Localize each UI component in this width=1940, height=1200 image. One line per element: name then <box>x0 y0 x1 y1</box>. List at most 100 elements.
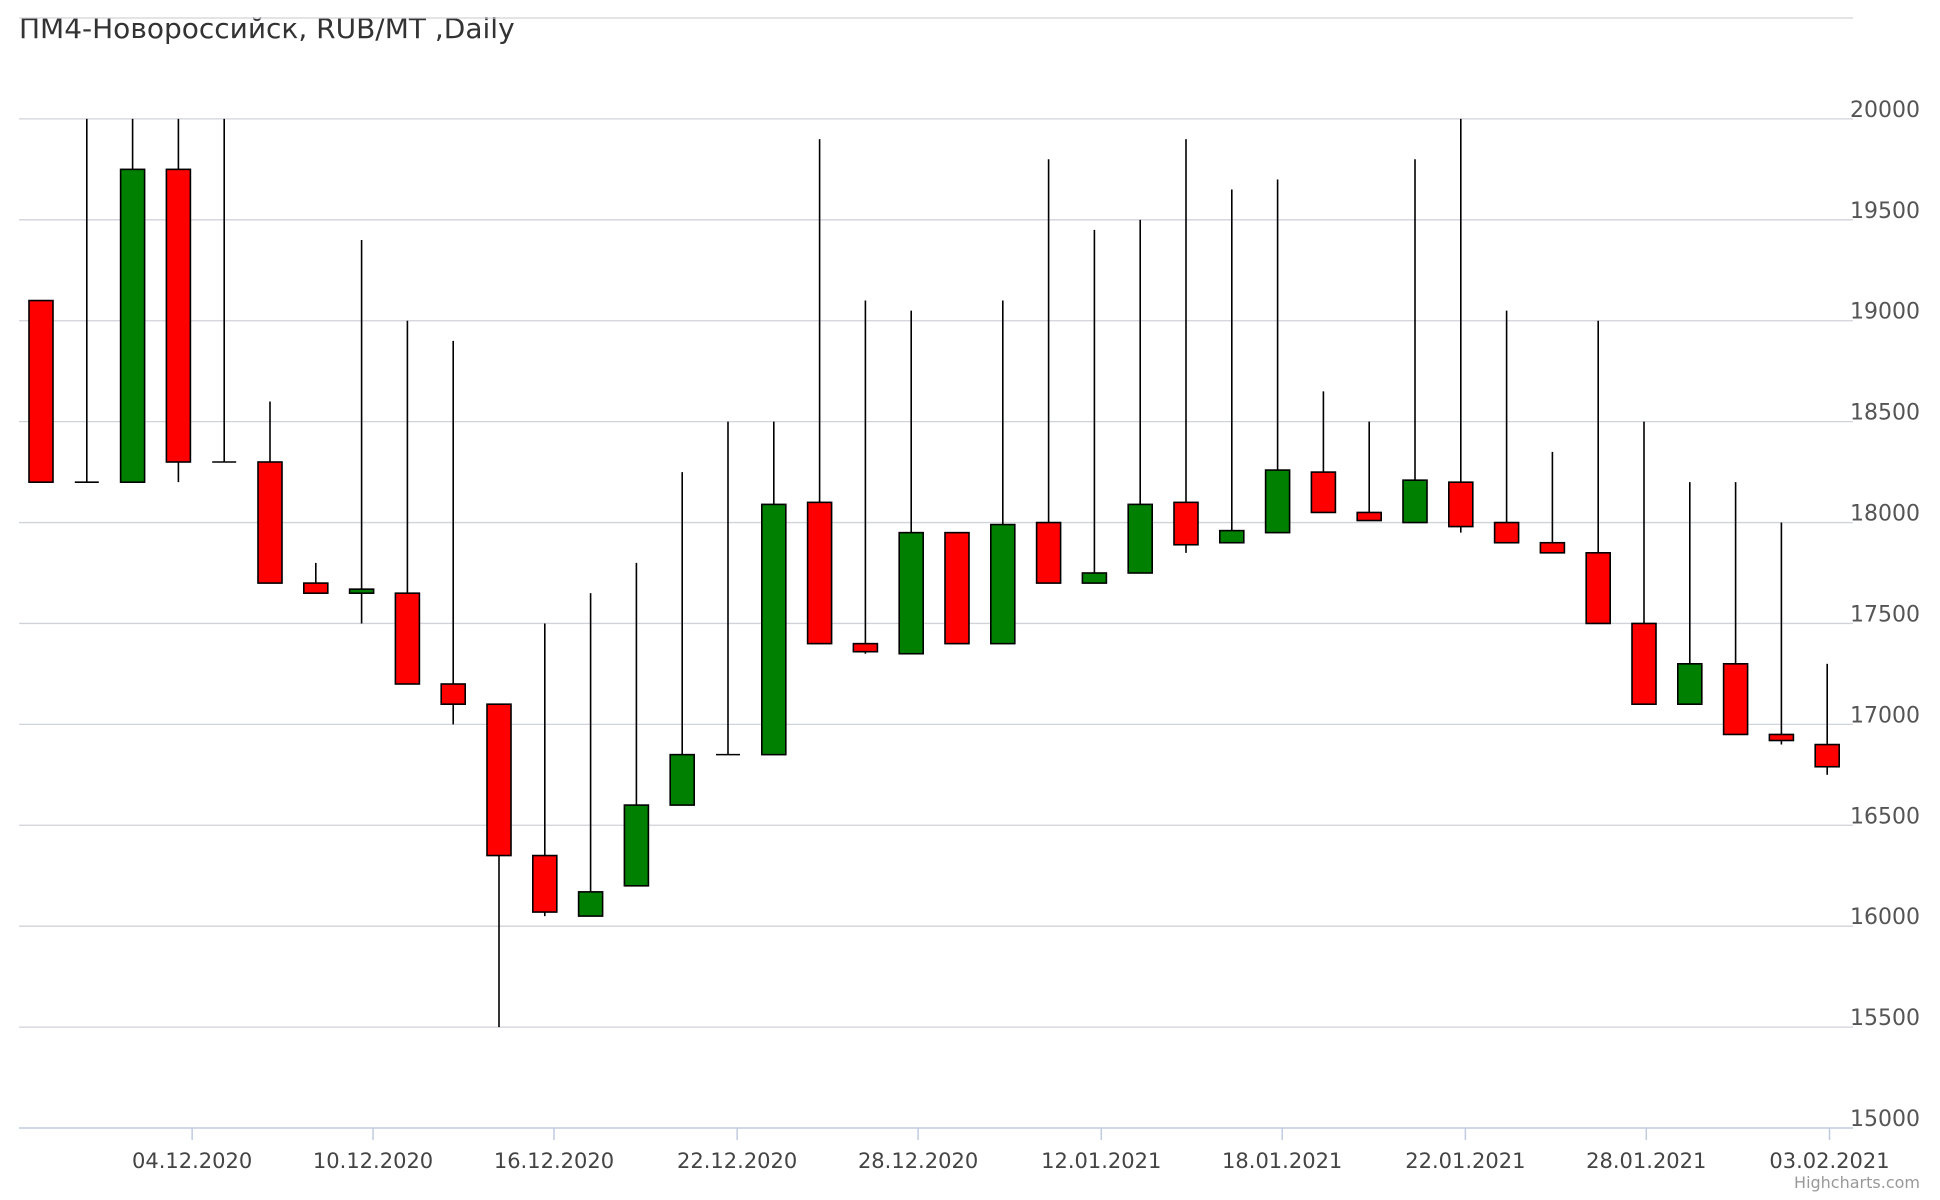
candle-body <box>944 531 970 645</box>
candle[interactable] <box>1173 139 1199 553</box>
candle-body <box>1310 471 1337 514</box>
x-tick-label: 16.12.2020 <box>494 1149 614 1173</box>
candle[interactable] <box>302 562 329 594</box>
x-tick-label: 28.12.2020 <box>858 1149 978 1173</box>
candle[interactable] <box>1127 219 1153 574</box>
candle[interactable] <box>119 118 146 483</box>
candle-body <box>1264 469 1291 534</box>
y-axis: 15000 15500 16000 16500 17000 17500 18000 18500… <box>1850 98 1920 1132</box>
candle[interactable] <box>1402 159 1428 524</box>
candle[interactable] <box>1814 663 1840 775</box>
x-tick-label: 22.12.2020 <box>677 1149 797 1173</box>
candle-body <box>1402 479 1428 524</box>
y-tick-label: 15000 <box>1850 1107 1920 1132</box>
candle-body <box>852 642 879 653</box>
candle[interactable] <box>989 300 1016 645</box>
candle[interactable] <box>852 300 879 654</box>
candle-body <box>1722 663 1749 736</box>
candle[interactable] <box>1722 482 1749 736</box>
candle-body <box>989 523 1016 645</box>
candle[interactable] <box>1448 118 1474 533</box>
candle[interactable] <box>1539 451 1566 554</box>
candle-body <box>28 299 54 483</box>
candle-body <box>1035 521 1062 584</box>
x-tick-label: 18.01.2021 <box>1222 1149 1342 1173</box>
candle[interactable] <box>257 401 283 584</box>
grid-lines <box>19 17 1853 1028</box>
candle[interactable] <box>486 703 512 1028</box>
y-tick-label: 17000 <box>1850 703 1920 728</box>
candle-body <box>898 531 925 655</box>
candle[interactable] <box>577 593 604 917</box>
candle[interactable] <box>1264 179 1291 534</box>
y-tick-label: 19000 <box>1850 300 1920 325</box>
candle[interactable] <box>898 310 925 655</box>
x-tick-label: 22.01.2021 <box>1405 1149 1525 1173</box>
candle[interactable] <box>440 340 467 725</box>
candle[interactable] <box>394 320 421 685</box>
x-axis: 04.12.2020 10.12.2020 16.12.2020 22.12.2020… <box>19 1127 1890 1173</box>
y-tick-label: 18500 <box>1850 401 1920 426</box>
candle[interactable] <box>716 421 740 756</box>
candle[interactable] <box>760 421 787 756</box>
candle-body <box>119 168 146 483</box>
y-tick-label: 16500 <box>1850 804 1920 829</box>
candle-body <box>1493 521 1520 544</box>
candle[interactable] <box>1035 159 1062 584</box>
candle[interactable] <box>623 562 650 887</box>
x-tick-label: 04.12.2020 <box>132 1149 252 1173</box>
candle[interactable] <box>1493 310 1520 544</box>
candle[interactable] <box>669 472 696 806</box>
candle-body <box>348 588 375 594</box>
candle[interactable] <box>1219 189 1245 544</box>
candle-body <box>394 592 421 685</box>
candle-body <box>1448 481 1474 528</box>
candle-body <box>577 891 604 917</box>
y-tick-label: 18000 <box>1850 502 1920 527</box>
y-tick-label: 17500 <box>1850 602 1920 627</box>
credits-link[interactable]: Highcharts.com <box>1794 1173 1920 1192</box>
candle[interactable] <box>944 531 970 645</box>
candle[interactable] <box>165 118 192 483</box>
candle[interactable] <box>1768 522 1795 745</box>
candle-body <box>1356 511 1382 522</box>
y-tick-label: 20000 <box>1850 98 1920 123</box>
candle[interactable] <box>531 623 558 917</box>
candle-body <box>302 582 329 594</box>
candle-body <box>1814 743 1840 768</box>
candle-body <box>1768 733 1795 742</box>
candle-body <box>1631 622 1657 705</box>
x-tick-label: 10.12.2020 <box>313 1149 433 1173</box>
candle[interactable] <box>348 240 375 624</box>
candle-body <box>1173 501 1199 546</box>
candle[interactable] <box>1081 229 1108 584</box>
x-tick-label: 12.01.2021 <box>1041 1149 1161 1173</box>
candle[interactable] <box>1631 421 1657 705</box>
candle[interactable] <box>806 139 833 645</box>
candle-body <box>1127 503 1153 574</box>
x-tick-label: 28.01.2021 <box>1586 1149 1706 1173</box>
candle-series <box>28 118 1840 1028</box>
candle-body <box>1081 572 1108 584</box>
y-tick-label: 19500 <box>1850 199 1920 224</box>
candle-body <box>440 683 467 705</box>
y-tick-label: 15500 <box>1850 1006 1920 1031</box>
candle[interactable] <box>28 299 54 483</box>
x-tick-label: 03.02.2021 <box>1769 1149 1889 1173</box>
candle[interactable] <box>74 118 99 483</box>
candle[interactable] <box>1677 482 1703 705</box>
candle[interactable] <box>1585 320 1611 625</box>
candle-body <box>760 503 787 756</box>
candle-body <box>1219 529 1245 544</box>
candle-body <box>165 168 192 463</box>
candle-body <box>1677 663 1703 705</box>
candle[interactable] <box>1356 421 1382 522</box>
candle[interactable] <box>1310 391 1337 514</box>
candle-body <box>669 753 696 806</box>
y-tick-label: 16000 <box>1850 905 1920 930</box>
candle[interactable] <box>212 118 237 463</box>
candle-body <box>806 501 833 645</box>
candle-body <box>1585 552 1611 625</box>
candle-body <box>1539 541 1566 554</box>
